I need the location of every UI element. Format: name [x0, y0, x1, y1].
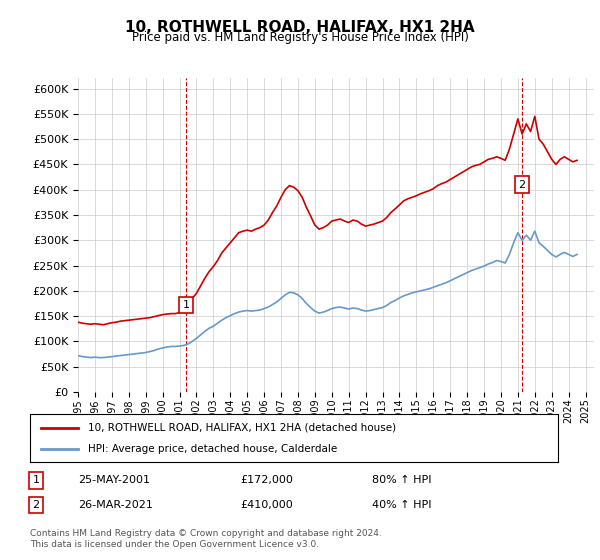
Text: 40% ↑ HPI: 40% ↑ HPI — [372, 500, 431, 510]
Text: 10, ROTHWELL ROAD, HALIFAX, HX1 2HA (detached house): 10, ROTHWELL ROAD, HALIFAX, HX1 2HA (det… — [88, 423, 396, 433]
Text: £410,000: £410,000 — [240, 500, 293, 510]
Text: 80% ↑ HPI: 80% ↑ HPI — [372, 475, 431, 486]
Text: 2: 2 — [32, 500, 40, 510]
Text: 1: 1 — [32, 475, 40, 486]
Text: 10, ROTHWELL ROAD, HALIFAX, HX1 2HA: 10, ROTHWELL ROAD, HALIFAX, HX1 2HA — [125, 20, 475, 35]
Text: Price paid vs. HM Land Registry's House Price Index (HPI): Price paid vs. HM Land Registry's House … — [131, 31, 469, 44]
Text: Contains HM Land Registry data © Crown copyright and database right 2024.
This d: Contains HM Land Registry data © Crown c… — [30, 529, 382, 549]
Text: 1: 1 — [183, 300, 190, 310]
Text: 26-MAR-2021: 26-MAR-2021 — [78, 500, 153, 510]
Text: £172,000: £172,000 — [240, 475, 293, 486]
Text: 25-MAY-2001: 25-MAY-2001 — [78, 475, 150, 486]
Text: HPI: Average price, detached house, Calderdale: HPI: Average price, detached house, Cald… — [88, 444, 337, 454]
Text: 2: 2 — [518, 180, 526, 190]
